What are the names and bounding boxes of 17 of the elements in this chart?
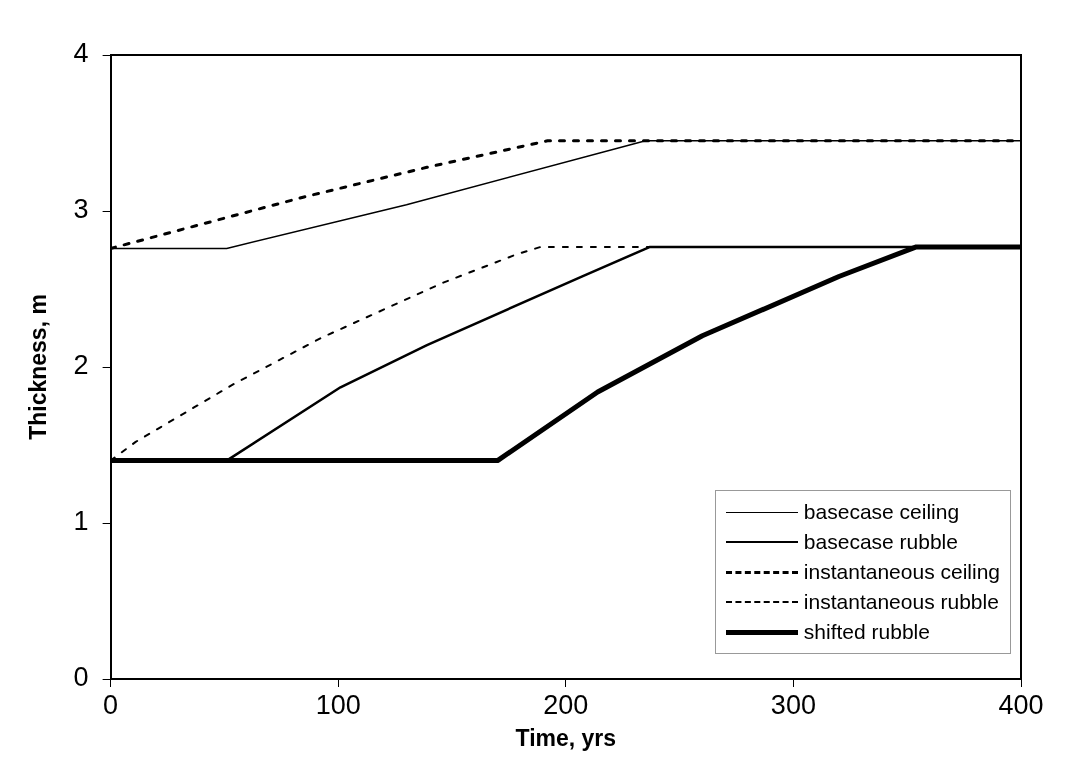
y-tick-label: 0 <box>73 662 89 693</box>
y-tick-label: 1 <box>73 506 89 537</box>
legend-label: basecase rubble <box>803 530 958 554</box>
legend-label: basecase ceiling <box>803 500 960 524</box>
y-axis-title: Thickness, m <box>25 294 52 440</box>
x-tick-label: 200 <box>543 689 589 720</box>
legend-label: shifted rubble <box>803 620 930 644</box>
y-tick-label: 3 <box>73 194 89 225</box>
x-tick-label: 100 <box>315 689 361 720</box>
x-axis-title: Time, yrs <box>515 724 617 751</box>
x-tick-label: 400 <box>998 689 1044 720</box>
legend-label: instantaneous rubble <box>803 590 999 614</box>
legend-label: instantaneous ceiling <box>803 560 1000 584</box>
x-tick-label: 0 <box>103 689 119 720</box>
y-tick-label: 4 <box>73 38 89 69</box>
y-tick-label: 2 <box>73 350 89 381</box>
x-tick-label: 300 <box>770 689 816 720</box>
